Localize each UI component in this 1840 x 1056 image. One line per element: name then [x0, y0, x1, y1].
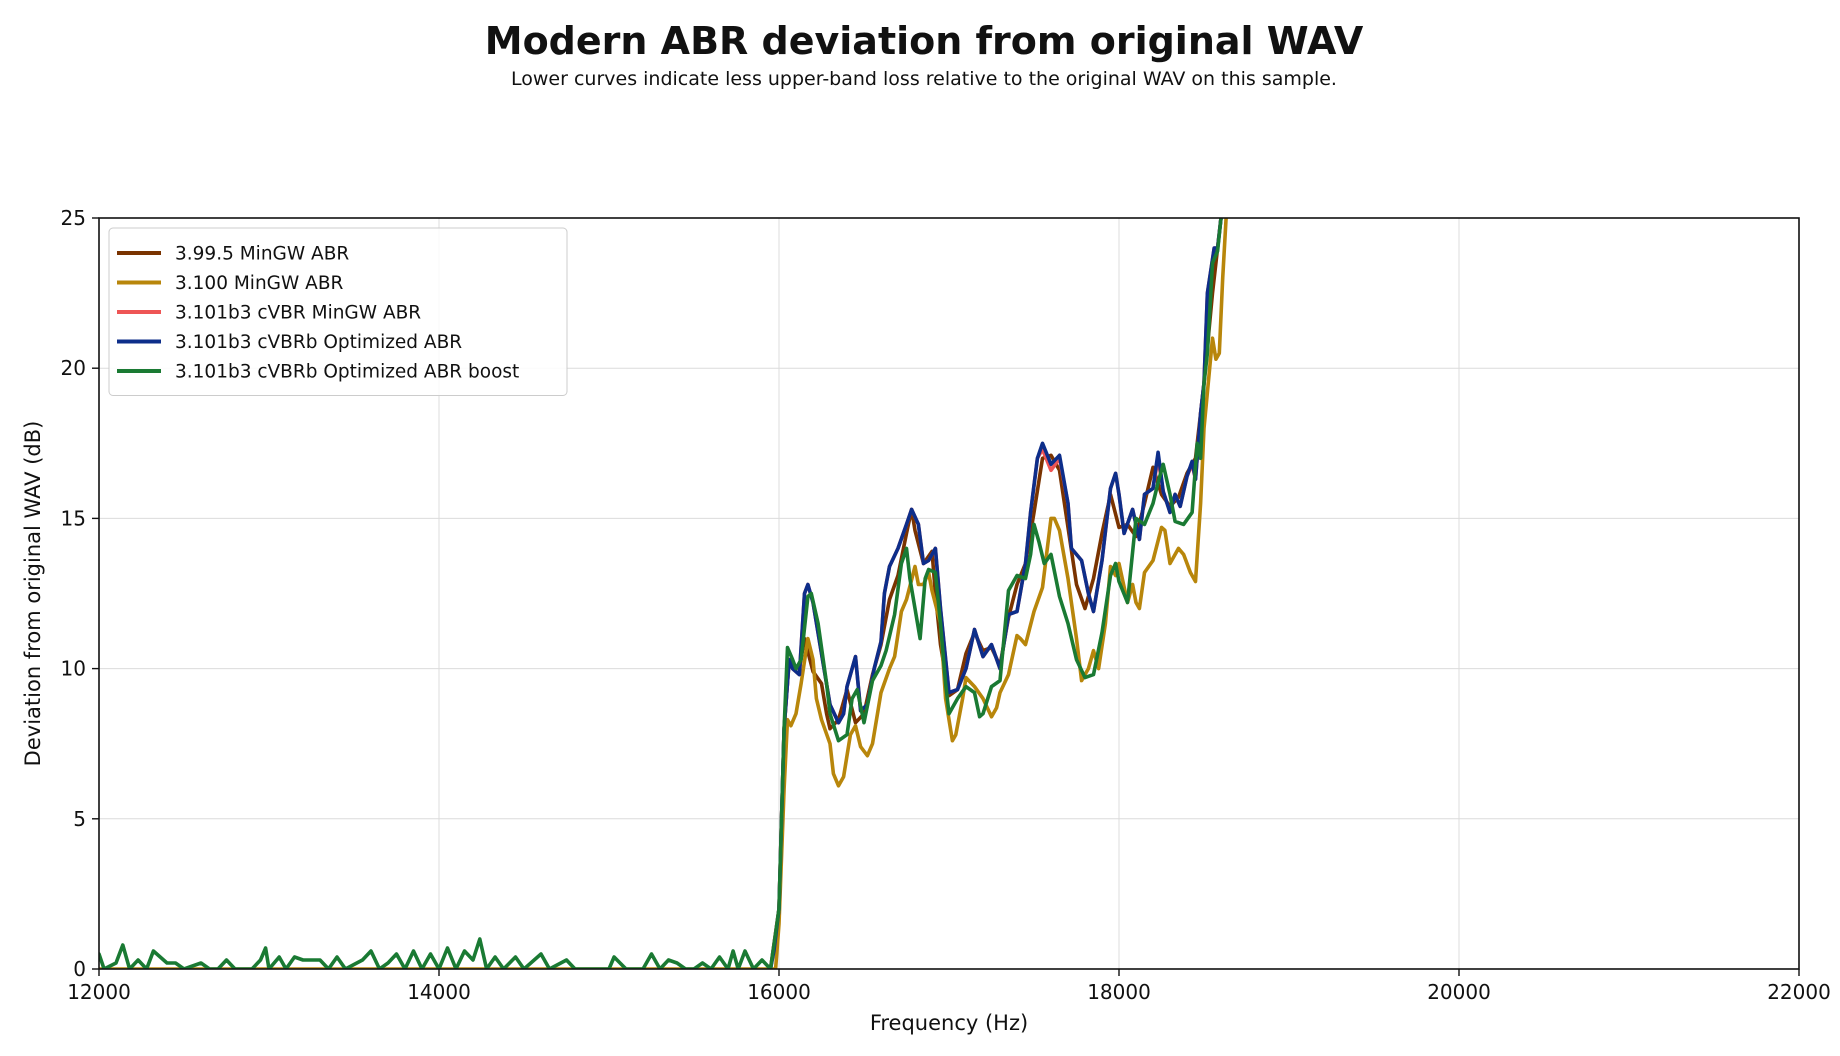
x-axis-label: Frequency (Hz): [870, 1011, 1028, 1035]
x-tick-label: 14000: [407, 980, 471, 1004]
legend-entry: 3.99.5 MinGW ABR: [175, 244, 349, 265]
y-axis-label: Deviation from original WAV (dB): [21, 421, 45, 767]
series-line-3-101b3-cvbrb-optimized-abr: [768, 218, 1223, 969]
series-line-3-101b3-cvbrb-optimized-abr-boost: [99, 218, 1223, 969]
series-line-3-99-5-mingw-abr: [768, 218, 1223, 969]
legend-entry: 3.101b3 cVBR MinGW ABR: [175, 303, 421, 324]
x-tick-label: 22000: [1767, 980, 1831, 1004]
y-tick-label: 10: [61, 657, 86, 681]
legend-entry: 3.100 MinGW ABR: [175, 273, 344, 294]
y-tick-label: 15: [61, 506, 86, 530]
plot-frame: [98, 217, 1800, 970]
y-tick-label: 5: [73, 807, 86, 831]
series-line-3-101b3-cvbr-mingw-abr: [768, 218, 1223, 969]
axis-ticks: 12000 14000 16000 18000 20000 22000 0 5 10 15 20 25: [61, 206, 1831, 1004]
legend-frame: [108, 227, 568, 396]
series-group: [99, 218, 1228, 969]
series-line-3-100-mingw-abr: [99, 218, 1228, 969]
x-tick-label: 16000: [747, 980, 811, 1004]
y-tick-label: 25: [61, 206, 86, 230]
legend: 3.99.5 MinGW ABR 3.100 MinGW ABR 3.101b3 c…: [108, 227, 568, 396]
legend-entry: 3.101b3 cVBRb Optimized ABR: [175, 332, 462, 353]
y-tick-label: 20: [61, 356, 86, 380]
x-tick-label: 20000: [1427, 980, 1491, 1004]
x-tick-label: 12000: [67, 980, 131, 1004]
x-tick-label: 18000: [1087, 980, 1151, 1004]
chart-subtitle: Lower curves indicate less upper-band lo…: [511, 68, 1337, 90]
legend-entry: 3.101b3 cVBRb Optimized ABR boost: [175, 362, 519, 383]
y-tick-label: 0: [73, 957, 86, 981]
chart-title: Modern ABR deviation from original WAV: [485, 19, 1364, 63]
